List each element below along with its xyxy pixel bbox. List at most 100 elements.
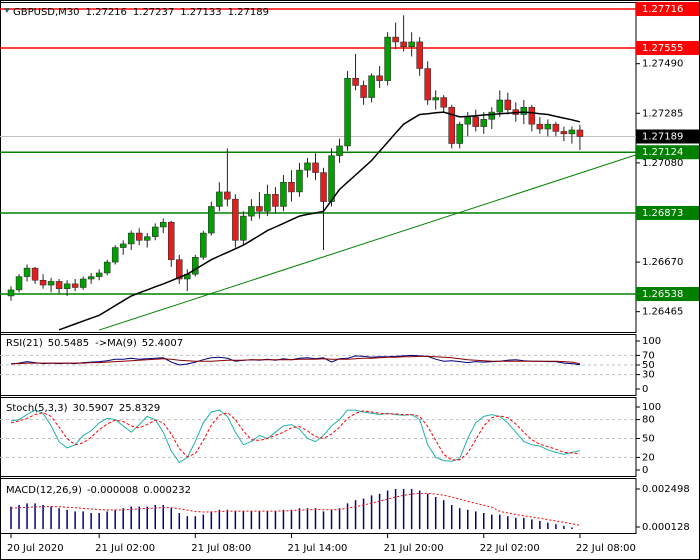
candle-body <box>520 106 528 115</box>
candle-body <box>312 162 319 173</box>
indicator-header: Stoch(5,3,3) 30.5907 25.8329 <box>6 403 160 414</box>
indicator-title: Stoch(5,3,3) <box>6 403 68 414</box>
candle-body <box>416 41 423 69</box>
indicator-line <box>10 410 580 461</box>
candle-body <box>352 77 359 86</box>
candle-body <box>344 77 351 147</box>
x-tick-label: 22 Jul 02:00 <box>480 543 540 554</box>
level-label-box <box>636 205 699 220</box>
series-name: RSI(21) <box>6 338 43 349</box>
candle-body <box>272 194 279 207</box>
y-tick-label: 80 <box>642 415 655 426</box>
candle-body <box>7 289 15 297</box>
candle-body <box>504 99 512 110</box>
candle-body <box>224 191 231 200</box>
candle-body <box>95 272 103 277</box>
candle-body <box>15 276 23 291</box>
candle-body <box>55 281 63 289</box>
level-label-box <box>636 287 699 302</box>
level-label: 1.27716 <box>642 4 683 15</box>
x-tick-label: 22 Jul 08:00 <box>576 543 636 554</box>
candle-body <box>240 215 247 241</box>
y-tick-label: 1.26670 <box>642 257 683 268</box>
candle-body <box>448 106 455 144</box>
candle-body <box>264 194 271 212</box>
candle-body <box>143 236 151 241</box>
candle-body <box>232 198 239 241</box>
level-label: 1.26873 <box>642 208 683 219</box>
series-last-value: 30.5907 <box>72 403 113 414</box>
candle-body <box>528 106 536 125</box>
level-label: 1.27555 <box>642 43 683 54</box>
x-tick-label: 21 Jul 14:00 <box>287 543 347 554</box>
series-last-value: -0.000008 <box>87 485 138 496</box>
indicator-header: RSI(21) 50.5485 ->MA(9) 52.4007 <box>6 338 183 349</box>
candle-body <box>400 41 407 48</box>
candle-body <box>280 181 287 207</box>
indicator-line <box>11 355 581 365</box>
candle-body <box>408 41 415 48</box>
candle-body <box>464 116 471 125</box>
level-label-box <box>636 145 699 160</box>
y-tick-label: 0 <box>642 384 648 395</box>
candle-body <box>216 191 223 207</box>
level-label: 1.27124 <box>642 147 683 158</box>
candle-body <box>192 256 199 275</box>
candle-body <box>496 99 504 113</box>
y-tick-label: 50 <box>642 434 655 445</box>
y-tick-label: 1.27080 <box>642 158 683 169</box>
x-tick-label: 21 Jul 02:00 <box>95 543 155 554</box>
candle-body <box>160 221 167 228</box>
panel-plot <box>0 409 636 464</box>
candle-body <box>39 279 47 286</box>
candle-body <box>103 261 111 274</box>
series-last-value: 50.5485 <box>48 338 89 349</box>
y-tick-label: 100 <box>642 336 661 347</box>
y-tick-label: 50 <box>642 360 655 371</box>
candle-body <box>488 111 496 120</box>
candle-body <box>536 123 544 130</box>
y-tick-label: 0.000128 <box>642 522 690 533</box>
series-last-value: 0.000232 <box>143 485 191 496</box>
candle-body <box>248 206 255 217</box>
candle-body <box>576 129 584 137</box>
candle-body <box>151 226 159 237</box>
candle-body <box>440 97 447 108</box>
x-tick-label: 21 Jul 20:00 <box>384 543 444 554</box>
candle-body <box>544 123 552 130</box>
y-tick-label: 100 <box>642 402 661 413</box>
candle-body <box>432 97 439 101</box>
candle-body <box>79 278 87 288</box>
candle-body <box>176 259 183 280</box>
candle-body <box>168 221 175 260</box>
series-name: ->MA(9) <box>95 338 137 349</box>
moving-average <box>58 111 581 331</box>
candle-body <box>320 172 327 202</box>
macd-panel <box>0 478 637 534</box>
header-icon <box>4 8 10 13</box>
candle-body <box>472 116 479 127</box>
candle-body <box>368 75 375 98</box>
indicator-title: MACD(12,26,9) <box>6 485 82 496</box>
candle-body <box>392 36 399 43</box>
y-tick-label: 1.27285 <box>642 108 683 119</box>
candle-body <box>119 243 127 248</box>
candle-body <box>127 232 135 245</box>
candle-body <box>87 276 95 280</box>
candle-body <box>288 181 295 193</box>
candle-body <box>304 162 311 171</box>
panel-plot <box>0 354 636 376</box>
candle-body <box>71 283 79 288</box>
series-last-value: 25.8329 <box>119 403 160 414</box>
header-close: 1.27189 <box>228 7 269 18</box>
candle-body <box>384 36 391 81</box>
panel-plot <box>0 8 636 331</box>
candle-body <box>456 123 463 144</box>
trendline <box>99 154 636 331</box>
candle-body <box>560 131 568 135</box>
header-high: 1.27237 <box>133 7 174 18</box>
candle-body <box>424 68 431 101</box>
candle-body <box>31 267 39 281</box>
y-tick-label: 20 <box>642 452 655 463</box>
price-label: 1.27189 <box>642 132 683 143</box>
